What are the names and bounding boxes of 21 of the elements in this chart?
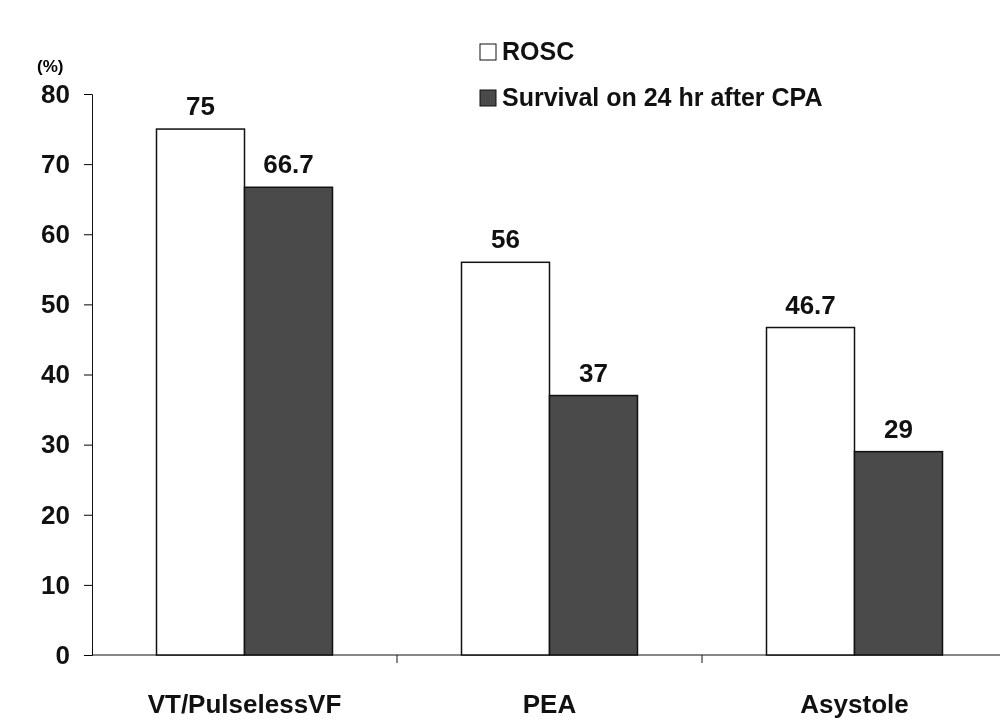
y-tick-label: 10: [41, 569, 70, 600]
y-tick-label: 80: [41, 78, 70, 109]
y-tick-label: 40: [41, 359, 70, 390]
y-tick-label: 20: [41, 499, 70, 530]
x-tick-label: Asystole: [800, 689, 909, 720]
data-label: 37: [579, 357, 608, 388]
y-tick-label: 0: [55, 639, 70, 670]
y-tick-label: 30: [41, 429, 70, 460]
legend-label: Survival on 24 hr after CPA: [502, 83, 823, 111]
data-label: 29: [884, 413, 913, 444]
legend-label: ROSC: [502, 37, 575, 65]
y-tick-label: 50: [41, 289, 70, 320]
x-tick-label: PEA: [522, 689, 577, 720]
data-label: 46.7: [785, 289, 836, 320]
y-axis-title: (%): [37, 57, 64, 76]
y-tick-label: 60: [41, 219, 70, 250]
data-label: 75: [186, 91, 215, 122]
data-label: 66.7: [263, 149, 314, 180]
data-label: 56: [491, 224, 520, 255]
x-tick-label: VT/PulselessVF: [147, 689, 342, 720]
y-tick-label: 70: [41, 148, 70, 179]
